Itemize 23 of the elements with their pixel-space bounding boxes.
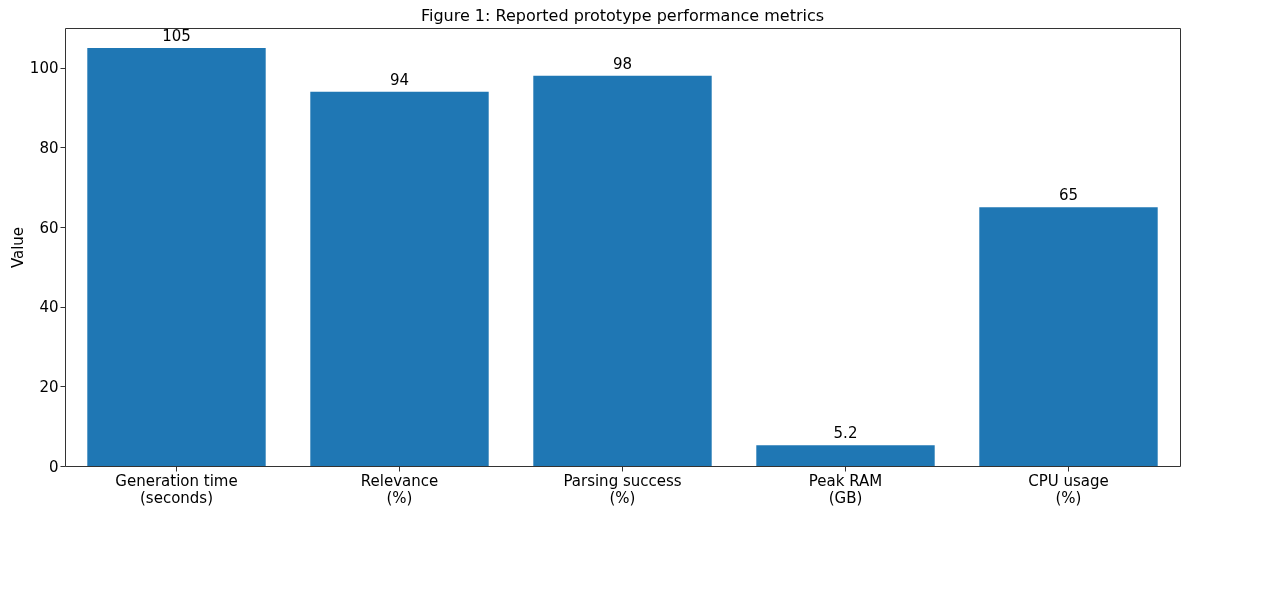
bar [310, 91, 489, 466]
bar [533, 75, 712, 466]
y-tick-label: 100 [29, 59, 59, 78]
y-tick-label: 20 [39, 377, 59, 396]
x-tick-label: Relevance (%) [360, 471, 439, 507]
y-tick-label: 40 [39, 298, 59, 317]
data-label: 105 [162, 26, 191, 45]
x-tick-label: Generation time (seconds) [115, 471, 238, 507]
data-label: 94 [389, 70, 410, 89]
y-axis-title: Value [8, 226, 27, 269]
bar [979, 207, 1158, 466]
y-tick-label: 0 [48, 457, 59, 476]
x-tick-label: Parsing success (%) [563, 471, 682, 507]
bar [87, 47, 266, 466]
data-label: 5.2 [833, 424, 858, 443]
data-label: 98 [612, 54, 633, 73]
y-tick-label: 80 [39, 138, 59, 157]
x-tick-label: CPU usage (%) [1028, 471, 1109, 507]
x-tick-label: Peak RAM (GB) [808, 471, 883, 507]
y-tick-label: 60 [39, 218, 59, 237]
data-label: 65 [1058, 186, 1079, 205]
bar [756, 445, 935, 466]
chart-title: Figure 1: Reported prototype performance metrics [420, 6, 825, 25]
